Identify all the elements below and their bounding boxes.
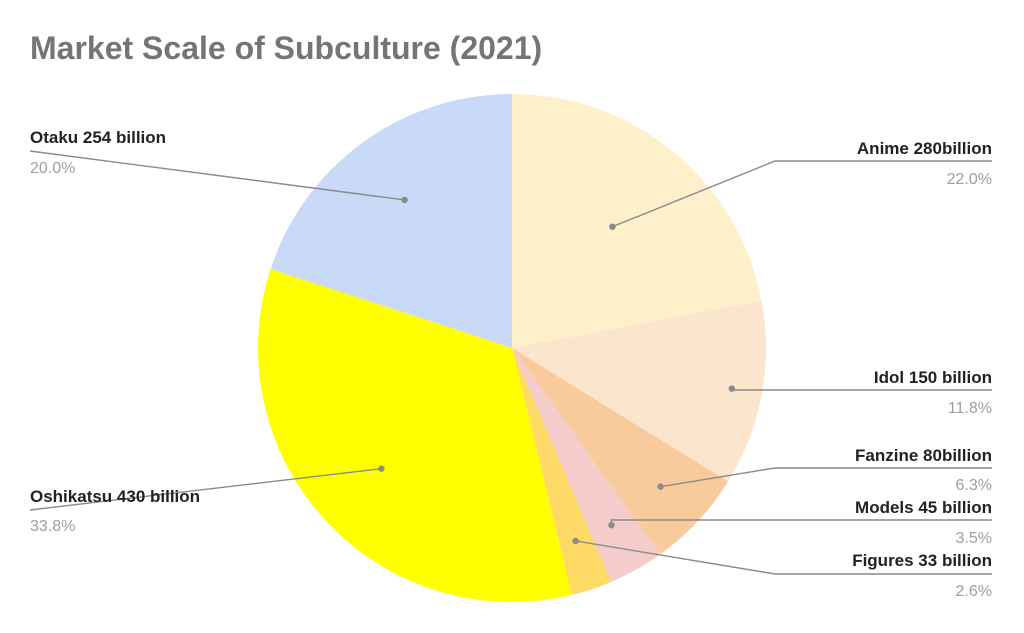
pie-slice-anime	[512, 94, 762, 348]
slice-percent-fanzine: 6.3%	[956, 477, 992, 494]
leader-line-oshikatsu	[29, 467, 382, 511]
pie-slice-figures	[512, 348, 611, 595]
slice-label-fanzine: Fanzine 80billion	[855, 446, 992, 465]
slice-percent-oshikatsu: 33.8%	[30, 518, 75, 535]
slice-label-oshikatsu: Oshikatsu 430 billion	[30, 487, 200, 506]
slice-percent-idol: 11.8%	[948, 400, 992, 417]
slice-percent-figures: 2.6%	[956, 583, 992, 600]
leader-dot-idol	[728, 385, 735, 392]
pie-slice-idol	[512, 300, 766, 482]
slice-label-anime: Anime 280billion	[857, 139, 992, 158]
slice-percent-anime: 22.0%	[947, 171, 992, 188]
leader-line-anime	[612, 160, 992, 228]
pie-slice-otaku	[270, 94, 512, 348]
leader-line-figures	[575, 540, 992, 575]
leader-line-fanzine	[660, 467, 992, 488]
slice-percent-models: 3.5%	[956, 530, 992, 547]
leader-line-idol	[731, 388, 992, 391]
pie-slice-fanzine	[512, 348, 729, 555]
chart-title: Market Scale of Subculture (2021)	[30, 30, 543, 66]
leader-line-models	[610, 519, 992, 526]
slice-percent-otaku: 20.0%	[30, 160, 75, 177]
pie-slice-oshikatsu	[258, 269, 572, 602]
pie-slice-models	[512, 348, 661, 582]
leader-line-otaku	[29, 150, 405, 201]
slice-label-models: Models 45 billion	[855, 498, 992, 517]
slice-label-idol: Idol 150 billion	[874, 368, 992, 387]
slice-label-figures: Figures 33 billion	[852, 551, 992, 570]
slice-label-otaku: Otaku 254 billion	[30, 128, 166, 147]
